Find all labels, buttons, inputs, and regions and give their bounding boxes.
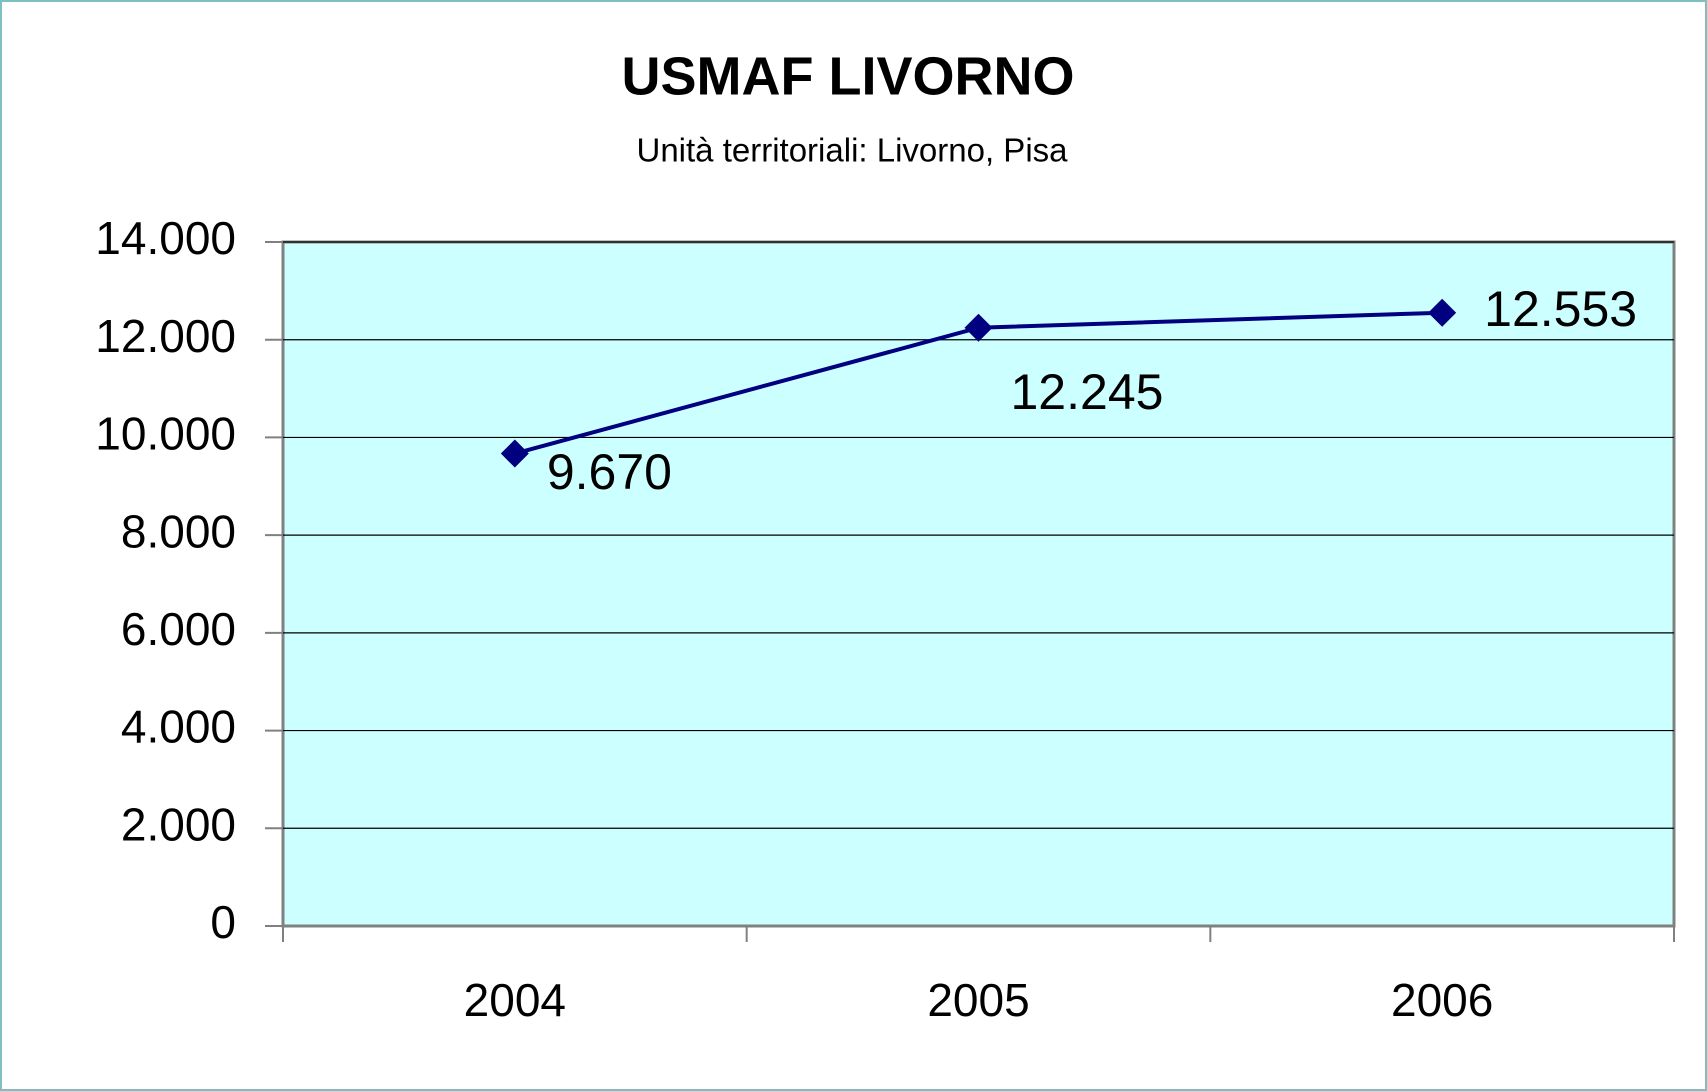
data-label: 12.245	[1011, 364, 1164, 420]
data-label: 12.553	[1484, 281, 1637, 337]
data-label: 9.670	[547, 444, 672, 500]
marker	[1428, 298, 1457, 327]
y-tick-label: 0	[210, 896, 236, 948]
plot-area	[281, 240, 1676, 928]
chart-title: USMAF LIVORNO	[622, 46, 1075, 106]
x-tick-label: 2004	[464, 974, 566, 1026]
marker	[964, 313, 993, 342]
y-tick-label: 12.000	[95, 310, 236, 362]
chart-subtitle: Unità territoriali: Livorno, Pisa	[637, 132, 1069, 169]
y-tick-label: 2.000	[121, 798, 236, 850]
y-tick-label: 6.000	[121, 603, 236, 655]
x-tick-label: 2006	[1391, 974, 1493, 1026]
y-tick-label: 14.000	[95, 212, 236, 264]
marker	[500, 439, 529, 468]
y-tick-label: 10.000	[95, 408, 236, 460]
y-tick-label: 4.000	[121, 701, 236, 753]
x-tick-label: 2005	[927, 974, 1029, 1026]
y-tick-label: 8.000	[121, 505, 236, 557]
